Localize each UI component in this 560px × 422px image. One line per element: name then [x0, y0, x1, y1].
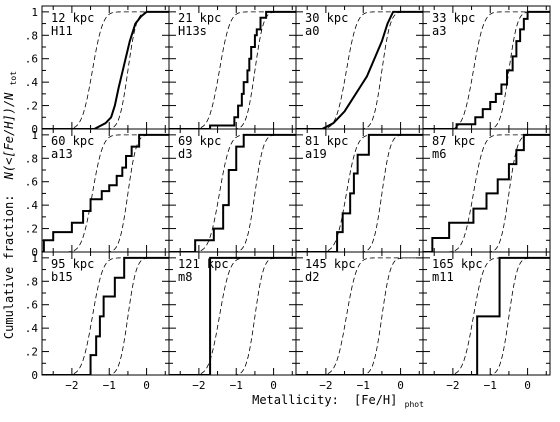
- x-axis-label-symbol: [Fe/H]: [354, 393, 397, 407]
- panel-name-label: b15: [51, 270, 73, 284]
- panel-name-label: m6: [432, 147, 446, 161]
- cdf-step-line: [169, 256, 296, 375]
- x-tick-label: −2: [192, 379, 205, 392]
- panel-name-label: a3: [432, 24, 446, 38]
- panel-frame: [422, 251, 551, 376]
- panel-distance-label: 121 kpc: [178, 257, 229, 271]
- x-tick-label: −1: [357, 379, 370, 392]
- y-tick-label: .6: [25, 299, 38, 312]
- x-tick-label: −2: [319, 379, 332, 392]
- y-tick-label: .8: [25, 152, 38, 165]
- panel-name-label: m8: [178, 270, 192, 284]
- cdf-step-line: [296, 10, 423, 129]
- x-tick-label: 0: [524, 379, 531, 392]
- x-tick-label: 0: [143, 379, 150, 392]
- panel-name-label: a19: [305, 147, 327, 161]
- y-axis-label: Cumulative fraction: N(<[Fe/H])/N tot: [2, 71, 18, 339]
- x-tick-label: 0: [397, 379, 404, 392]
- y-axis-label-symbol: N(<[Fe/H])/N: [2, 92, 16, 180]
- panel-name-label: d2: [305, 270, 319, 284]
- cdf-step-line: [169, 10, 296, 129]
- y-tick-label: 1: [31, 6, 38, 19]
- y-tick-label: .4: [25, 76, 39, 89]
- y-tick-label: 0: [31, 369, 38, 382]
- cdf-step-line: [42, 256, 169, 375]
- panel-name-label: m11: [432, 270, 454, 284]
- cdf-step-line: [423, 10, 550, 129]
- y-tick-label: .4: [25, 199, 39, 212]
- cdf-step-line: [42, 10, 169, 129]
- cdf-step-line: [42, 133, 169, 252]
- panel-distance-label: 95 kpc: [51, 257, 94, 271]
- cdf-step-line: [423, 133, 550, 252]
- y-tick-label: .8: [25, 275, 38, 288]
- y-tick-label: .8: [25, 29, 38, 42]
- panel-name-label: d3: [178, 147, 192, 161]
- x-tick-label: 0: [270, 379, 277, 392]
- y-tick-label: .2: [25, 100, 38, 113]
- y-tick-label: 0: [31, 246, 38, 259]
- x-axis-label: Metallicity: [Fe/H] phot: [252, 393, 424, 409]
- y-tick-label: 1: [31, 129, 38, 142]
- x-axis-label-text: Metallicity:: [252, 393, 339, 407]
- panel-name-label: a0: [305, 24, 319, 38]
- y-tick-label: 1: [31, 252, 38, 265]
- cdf-step-line: [296, 133, 423, 252]
- cdf-step-line: [169, 133, 296, 252]
- x-tick-label: −1: [103, 379, 116, 392]
- cdf-step-line: [423, 256, 550, 375]
- panel-distance-label: 165 kpc: [432, 257, 483, 271]
- x-axis-label-sub: phot: [405, 400, 424, 409]
- y-tick-label: .2: [25, 223, 38, 236]
- y-axis-label-sub: tot: [9, 71, 18, 86]
- x-tick-label: −2: [65, 379, 78, 392]
- panel-name-label: H11: [51, 24, 73, 38]
- y-tick-label: 0: [31, 123, 38, 136]
- y-axis-label-text: Cumulative fraction:: [2, 195, 16, 340]
- panel-distance-label: 69 kpc: [178, 134, 221, 148]
- panel-distance-label: 21 kpc: [178, 11, 221, 25]
- panel-name-label: H13s: [178, 24, 207, 38]
- panel-distance-label: 87 kpc: [432, 134, 475, 148]
- x-tick-label: −1: [230, 379, 243, 392]
- y-tick-label: .6: [25, 53, 38, 66]
- panel-distance-label: 33 kpc: [432, 11, 475, 25]
- x-tick-label: −1: [484, 379, 497, 392]
- panel-distance-label: 60 kpc: [51, 134, 94, 148]
- panel-name-label: a13: [51, 147, 73, 161]
- panel-distance-label: 12 kpc: [51, 11, 94, 25]
- y-tick-label: .4: [25, 322, 39, 335]
- panel-distance-label: 145 kpc: [305, 257, 356, 271]
- panel-distance-label: 30 kpc: [305, 11, 348, 25]
- y-tick-label: .2: [25, 346, 38, 359]
- x-tick-label: −2: [446, 379, 459, 392]
- reference-curve-2: [296, 257, 423, 375]
- y-tick-label: .6: [25, 176, 38, 189]
- panel-distance-label: 81 kpc: [305, 134, 348, 148]
